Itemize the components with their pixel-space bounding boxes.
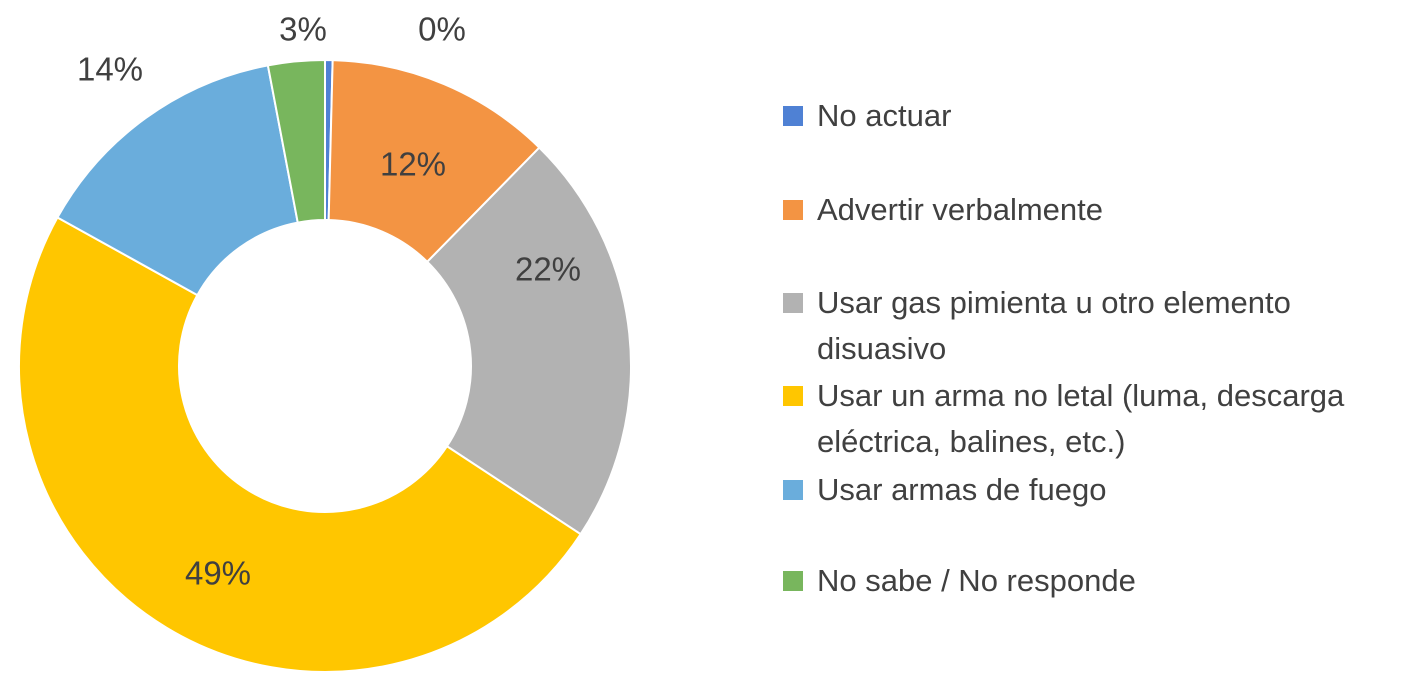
legend-label: Usar armas de fuego <box>817 472 1107 507</box>
legend-item: Usar armas de fuego <box>783 467 1423 513</box>
legend-swatch <box>783 386 803 406</box>
legend-label: No actuar <box>817 98 952 133</box>
legend-item: Usar gas pimienta u otro elemento disuas… <box>783 280 1423 372</box>
legend-label: Advertir verbalmente <box>817 192 1104 227</box>
data-label: 3% <box>279 11 327 48</box>
slice <box>327 59 541 264</box>
legend-swatch <box>783 571 803 591</box>
legend-swatch <box>783 106 803 126</box>
slice <box>266 58 326 224</box>
legend-item: Usar un arma no letal (luma, descarga el… <box>783 373 1423 465</box>
slice <box>425 146 632 536</box>
data-label: 49% <box>185 555 251 592</box>
legend-label: Usar gas pimienta u otro elemento disuas… <box>817 285 1291 366</box>
slice <box>18 216 583 673</box>
chart: 0% 12% 22% 49% 14% 3% <box>18 11 632 673</box>
slice <box>56 64 299 297</box>
legend-label: No sabe / No responde <box>817 563 1136 598</box>
legend-item: Advertir verbalmente <box>783 187 1423 233</box>
data-label: 14% <box>77 51 143 88</box>
legend-item: No sabe / No responde <box>783 558 1423 604</box>
data-label: 12% <box>380 146 446 183</box>
legend-item: No actuar <box>783 93 1423 139</box>
legend-swatch <box>783 293 803 313</box>
legend-swatch <box>783 200 803 220</box>
data-label: 0% <box>418 11 466 48</box>
legend-label: Usar un arma no letal (luma, descarga el… <box>817 378 1345 459</box>
legend-swatch <box>783 480 803 500</box>
data-label: 22% <box>515 251 581 288</box>
